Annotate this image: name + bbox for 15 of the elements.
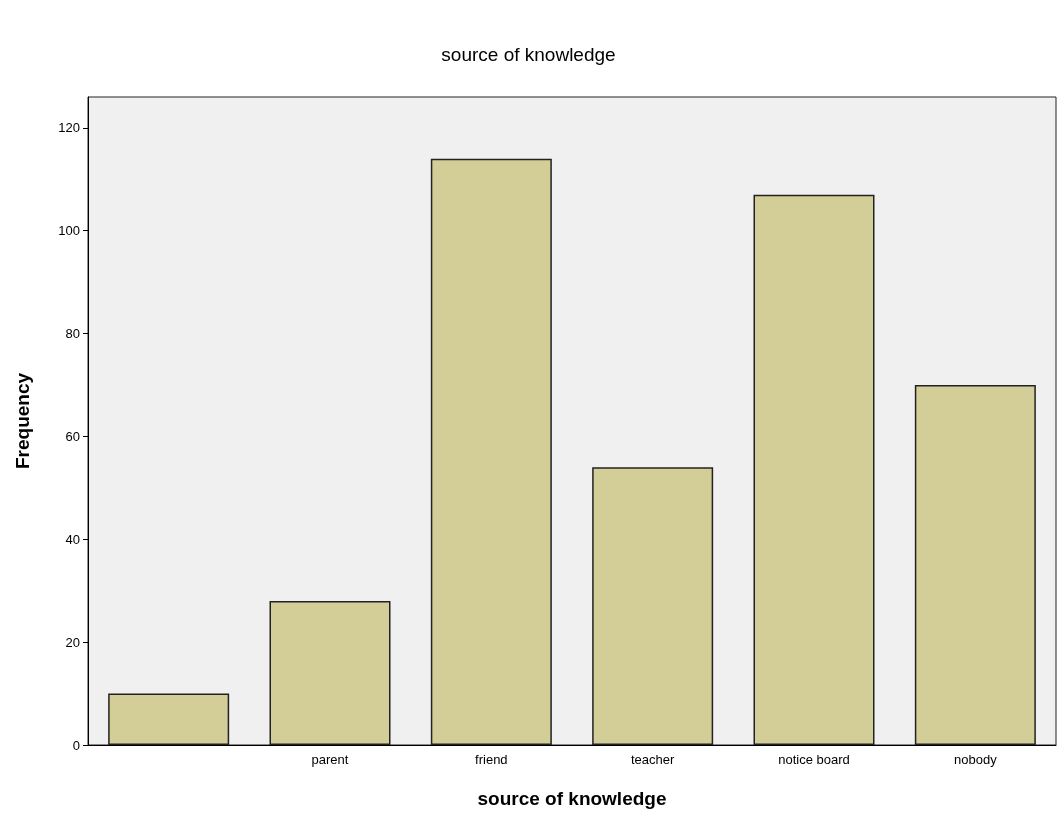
y-tick-label: 100: [58, 223, 80, 239]
chart-title: source of knowledge: [441, 44, 616, 65]
x-tick-label: notice board: [778, 752, 850, 767]
x-tick-label: nobody: [954, 752, 998, 767]
x-tick-label: parent: [311, 752, 349, 767]
x-tick-label: teacher: [630, 752, 676, 767]
y-tick-label: 0: [72, 737, 80, 753]
y-tick-label: 80: [65, 326, 80, 342]
x-axis-title: source of knowledge: [477, 788, 667, 809]
y-tick-label: 60: [65, 428, 80, 444]
y-tick-label: 40: [65, 531, 80, 547]
y-tick-label: 120: [58, 120, 80, 136]
x-tick-label: friend: [475, 752, 508, 767]
y-axis-title: Frequency: [12, 372, 33, 470]
y-tick-label: 20: [65, 634, 80, 650]
